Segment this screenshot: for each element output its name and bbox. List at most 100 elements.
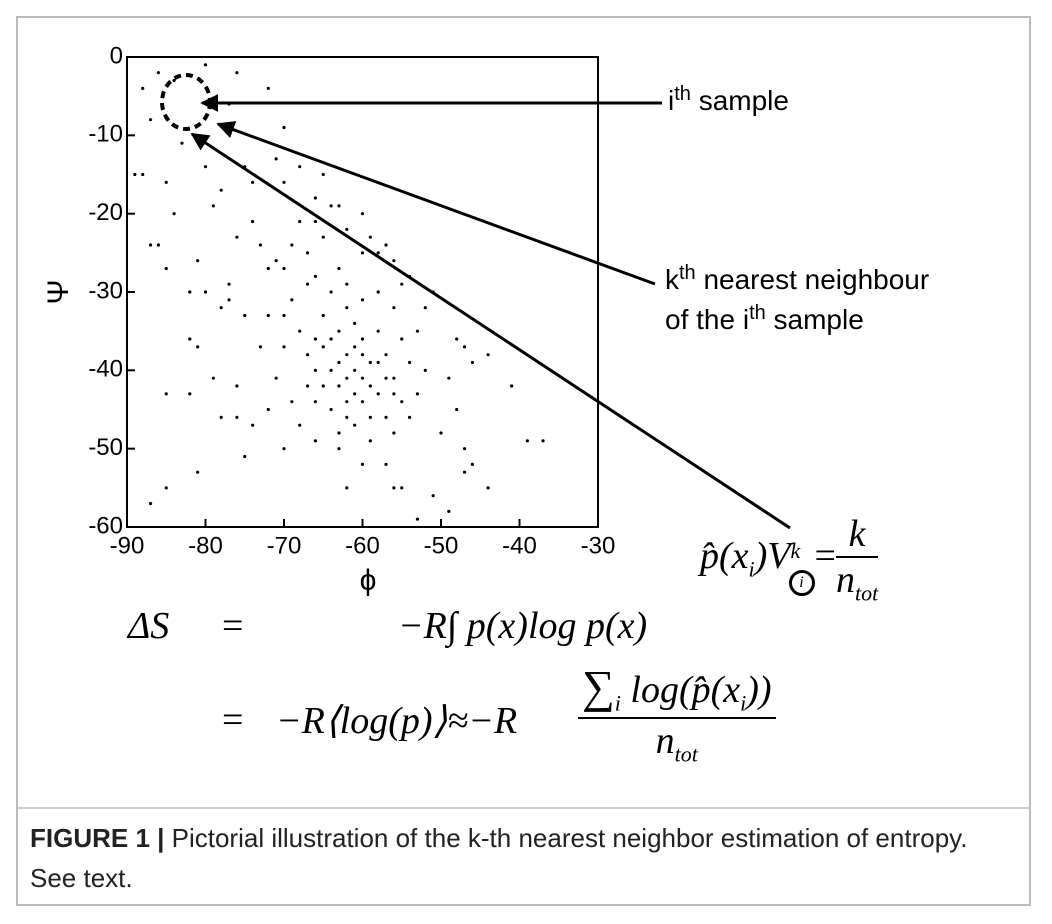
fraction: ∑i log(p̂(xi)) ntot: [578, 660, 776, 767]
point: [188, 337, 192, 341]
point: [282, 266, 286, 271]
point: [188, 290, 192, 294]
point: [376, 392, 380, 396]
point: [235, 235, 239, 239]
point: [455, 337, 459, 341]
point: [353, 321, 357, 325]
point: [235, 384, 239, 388]
point: [337, 431, 341, 435]
point: [313, 439, 317, 443]
point: [305, 353, 310, 357]
y-tick-label: 0: [110, 42, 123, 69]
point: [400, 400, 404, 404]
eq-circled: i: [788, 570, 815, 597]
point: [196, 470, 200, 474]
point: [321, 345, 325, 349]
point: [243, 313, 247, 318]
point: [408, 274, 412, 278]
point: [384, 462, 388, 466]
point: [298, 165, 302, 169]
annotation-text: nearest neighbour: [696, 264, 930, 295]
point: [266, 313, 270, 318]
annotation-text: k: [665, 264, 680, 295]
point: [360, 353, 365, 357]
arrow: [190, 132, 791, 530]
eq-sup: k: [790, 538, 801, 564]
point: [305, 282, 310, 286]
eq-text: ΔS: [128, 605, 170, 647]
point: [235, 415, 239, 419]
point: [384, 376, 388, 380]
x-tick-label: -80: [188, 532, 223, 559]
x-tick-label: -50: [424, 532, 459, 559]
point: [423, 306, 427, 310]
caption: FIGURE 1 | Pictorial illustration of the…: [30, 818, 990, 898]
point: [172, 78, 176, 83]
point: [415, 392, 420, 396]
point: [345, 282, 349, 286]
point: [148, 118, 153, 122]
eq-den: n: [655, 719, 675, 762]
point: [392, 392, 396, 396]
point: [462, 470, 467, 474]
eq-den: n: [835, 559, 855, 601]
point: [321, 384, 325, 388]
figure-border: [16, 16, 1031, 906]
point: [415, 517, 420, 521]
point: [415, 329, 420, 333]
point: [282, 345, 286, 349]
point: [462, 345, 467, 349]
point: [353, 345, 357, 349]
y-tick-label: -30: [88, 277, 123, 304]
point: [368, 415, 372, 419]
point: [219, 306, 223, 310]
point: [203, 63, 208, 67]
point: [431, 494, 435, 498]
point: [258, 243, 263, 247]
y-axis-label: Ψ: [42, 279, 75, 304]
point: [368, 235, 372, 239]
estimator-equation: p̂(xi)V k i = k ntot: [700, 512, 879, 607]
entropy-fraction: ∑i log(p̂(xi)) ntot: [578, 660, 776, 767]
point: [360, 376, 365, 380]
point: [353, 392, 357, 396]
eq-text: =: [222, 605, 244, 647]
eq-text: )V: [754, 535, 791, 578]
eq-text: =: [814, 535, 836, 578]
annotation-text: sample: [691, 85, 789, 116]
annotation: ith sample: [668, 83, 789, 116]
point: [235, 71, 239, 75]
point: [345, 486, 349, 490]
x-tick-label: -30: [581, 532, 616, 559]
point: [211, 204, 215, 208]
point: [172, 212, 176, 216]
eq-den-wrap: ntot: [578, 719, 776, 768]
point: [345, 353, 349, 357]
y-tick-label: -60: [88, 512, 123, 539]
point: [486, 353, 490, 357]
point: [368, 384, 372, 388]
point: [282, 180, 286, 184]
point: [337, 384, 341, 388]
point: [510, 384, 514, 388]
point: [400, 282, 404, 286]
point: [376, 360, 380, 365]
point: [227, 102, 231, 106]
point: [345, 400, 349, 404]
eq-text: =: [222, 699, 244, 741]
point: [408, 360, 412, 365]
point: [227, 298, 231, 302]
point: [376, 251, 380, 255]
point: [203, 290, 208, 294]
point: [188, 392, 192, 396]
eq-sub: i: [748, 556, 755, 582]
point: [337, 329, 341, 333]
point: [525, 439, 529, 443]
point: [164, 180, 168, 184]
point: [392, 306, 396, 310]
point: [329, 368, 333, 372]
point: [298, 329, 302, 333]
eq-den-wrap: ntot: [836, 558, 878, 607]
